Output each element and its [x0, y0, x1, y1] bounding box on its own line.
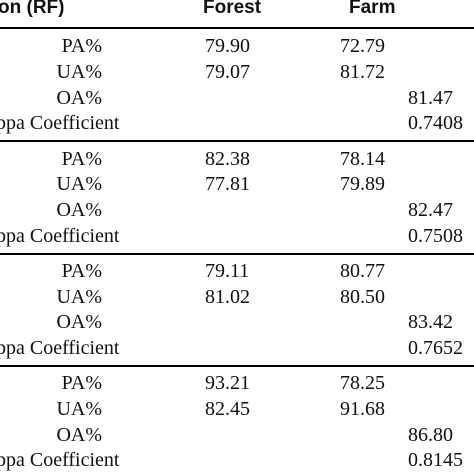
section-rule: [0, 140, 474, 142]
row-label: ppa Coefficient: [0, 449, 120, 471]
row-label: ppa Coefficient: [0, 337, 120, 359]
row-label: PA%: [61, 260, 102, 282]
overall-value: 86.80: [408, 424, 453, 446]
row-label: OA%: [56, 87, 102, 109]
row-label: UA%: [56, 61, 102, 83]
farm-value: 80.50: [340, 286, 385, 308]
farm-value: 78.25: [340, 372, 385, 394]
row-label: OA%: [56, 199, 102, 221]
row-label: UA%: [56, 286, 102, 308]
row-label: UA%: [56, 398, 102, 420]
farm-value: 81.72: [340, 61, 385, 83]
overall-value: 0.8145: [408, 449, 463, 471]
overall-value: 83.42: [408, 311, 453, 333]
row-label: ppa Coefficient: [0, 225, 120, 247]
farm-value: 91.68: [340, 398, 385, 420]
section-rule: [0, 253, 474, 255]
forest-value: 77.81: [205, 173, 250, 195]
farm-value: 72.79: [340, 35, 385, 57]
row-label: PA%: [61, 148, 102, 170]
header-rule: [0, 27, 474, 29]
overall-value: 82.47: [408, 199, 453, 221]
forest-value: 79.90: [205, 35, 250, 57]
farm-value: 80.77: [340, 260, 385, 282]
section-rule: [0, 365, 474, 367]
forest-value: 93.21: [205, 372, 250, 394]
farm-column-header: Farm: [349, 0, 396, 18]
row-label: OA%: [56, 311, 102, 333]
row-label: PA%: [61, 372, 102, 394]
row-label: OA%: [56, 424, 102, 446]
forest-column-header: Forest: [203, 0, 262, 18]
forest-value: 79.11: [205, 260, 250, 282]
row-label: ppa Coefficient: [0, 112, 120, 134]
forest-value: 82.45: [205, 398, 250, 420]
forest-value: 82.38: [205, 148, 250, 170]
row-label: PA%: [61, 35, 102, 57]
row-label: UA%: [56, 173, 102, 195]
forest-value: 79.07: [205, 61, 250, 83]
overall-value: 81.47: [408, 87, 453, 109]
farm-value: 79.89: [340, 173, 385, 195]
overall-value: 0.7508: [408, 225, 463, 247]
overall-value: 0.7408: [408, 112, 463, 134]
forest-value: 81.02: [205, 286, 250, 308]
farm-value: 78.14: [340, 148, 385, 170]
overall-value: 0.7652: [408, 337, 463, 359]
method-header: on (RF): [0, 0, 65, 18]
